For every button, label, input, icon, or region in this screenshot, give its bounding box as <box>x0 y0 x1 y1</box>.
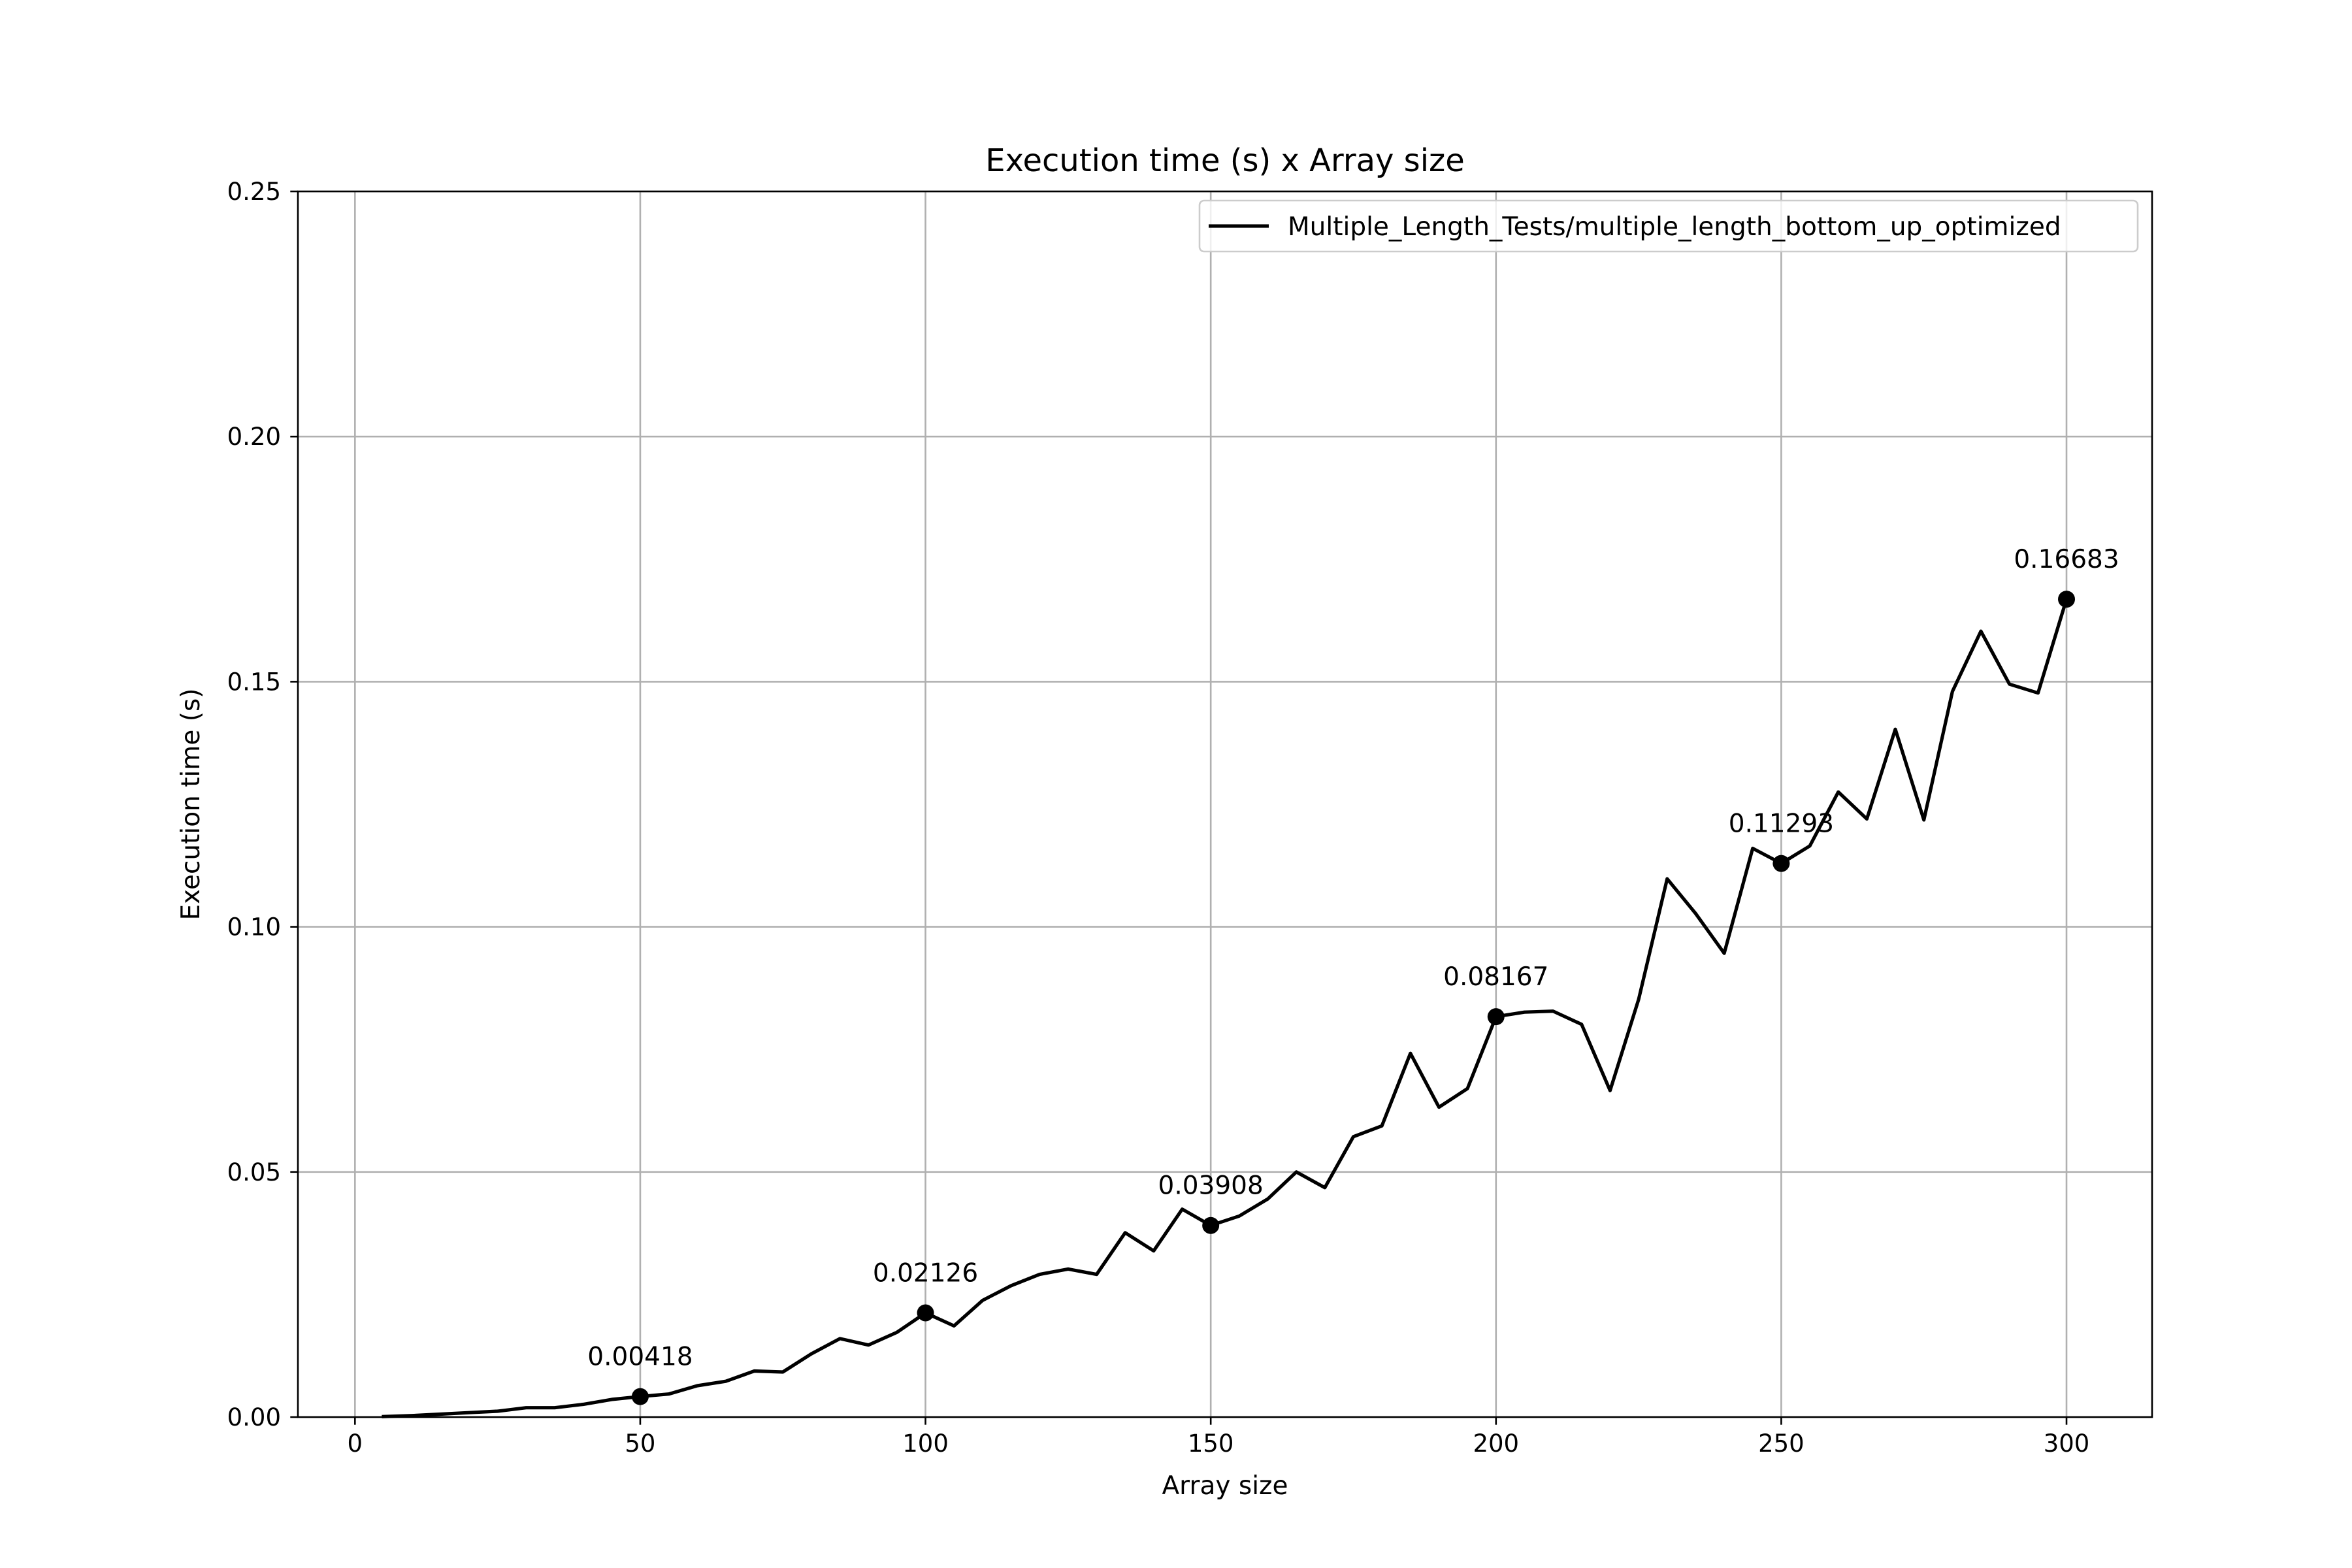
chart-title: Execution time (s) x Array size <box>985 142 1465 179</box>
y-tick-label: 0.10 <box>227 913 281 941</box>
plot-data: 0.00418 0.02126 0.03908 0.08167 0.11293 0.166… <box>382 545 2119 1418</box>
y-tick-label: 0.15 <box>227 668 281 696</box>
data-point-label: 0.11293 <box>1729 809 1834 839</box>
data-point-label: 0.08167 <box>1443 962 1548 992</box>
data-point-label: 0.16683 <box>2014 545 2119 574</box>
data-point-label: 0.00418 <box>587 1343 693 1372</box>
y-tick-label: 0.20 <box>227 423 281 451</box>
y-tick-label: 0.00 <box>227 1403 281 1431</box>
legend-box <box>1198 199 2139 253</box>
data-point-marker <box>2058 591 2076 608</box>
x-tick-label: 200 <box>1473 1429 1519 1458</box>
x-tick-label: 0 <box>348 1429 363 1458</box>
legend-label: Multiple_Length_Tests/multiple_length_bo… <box>1288 212 2061 242</box>
data-point-marker <box>1772 855 1790 872</box>
data-point-label: 0.02126 <box>873 1258 978 1288</box>
data-point-marker <box>1202 1217 1220 1234</box>
data-point-marker <box>1487 1008 1505 1026</box>
x-tick-label: 300 <box>2044 1429 2090 1458</box>
data-point-label: 0.03908 <box>1158 1171 1264 1201</box>
y-tick-label: 0.25 <box>227 178 281 206</box>
x-tick-label: 150 <box>1188 1429 1234 1458</box>
axis-ticks: 0 50 100 150 200 250 300 0.00 0.05 0.10 0.15 0.20 0.… <box>227 178 2090 1458</box>
data-point-marker <box>917 1304 934 1322</box>
x-tick-label: 100 <box>902 1429 949 1458</box>
y-axis-label: Execution time (s) <box>176 688 206 920</box>
x-tick-label: 50 <box>625 1429 655 1458</box>
y-tick-label: 0.05 <box>227 1158 281 1186</box>
x-tick-label: 250 <box>1758 1429 1805 1458</box>
plot-frame <box>297 190 2153 1418</box>
data-point-marker <box>631 1388 649 1405</box>
legend: Multiple_Length_Tests/multiple_length_bo… <box>1198 199 2139 253</box>
x-axis-label: Array size <box>1162 1471 1288 1501</box>
